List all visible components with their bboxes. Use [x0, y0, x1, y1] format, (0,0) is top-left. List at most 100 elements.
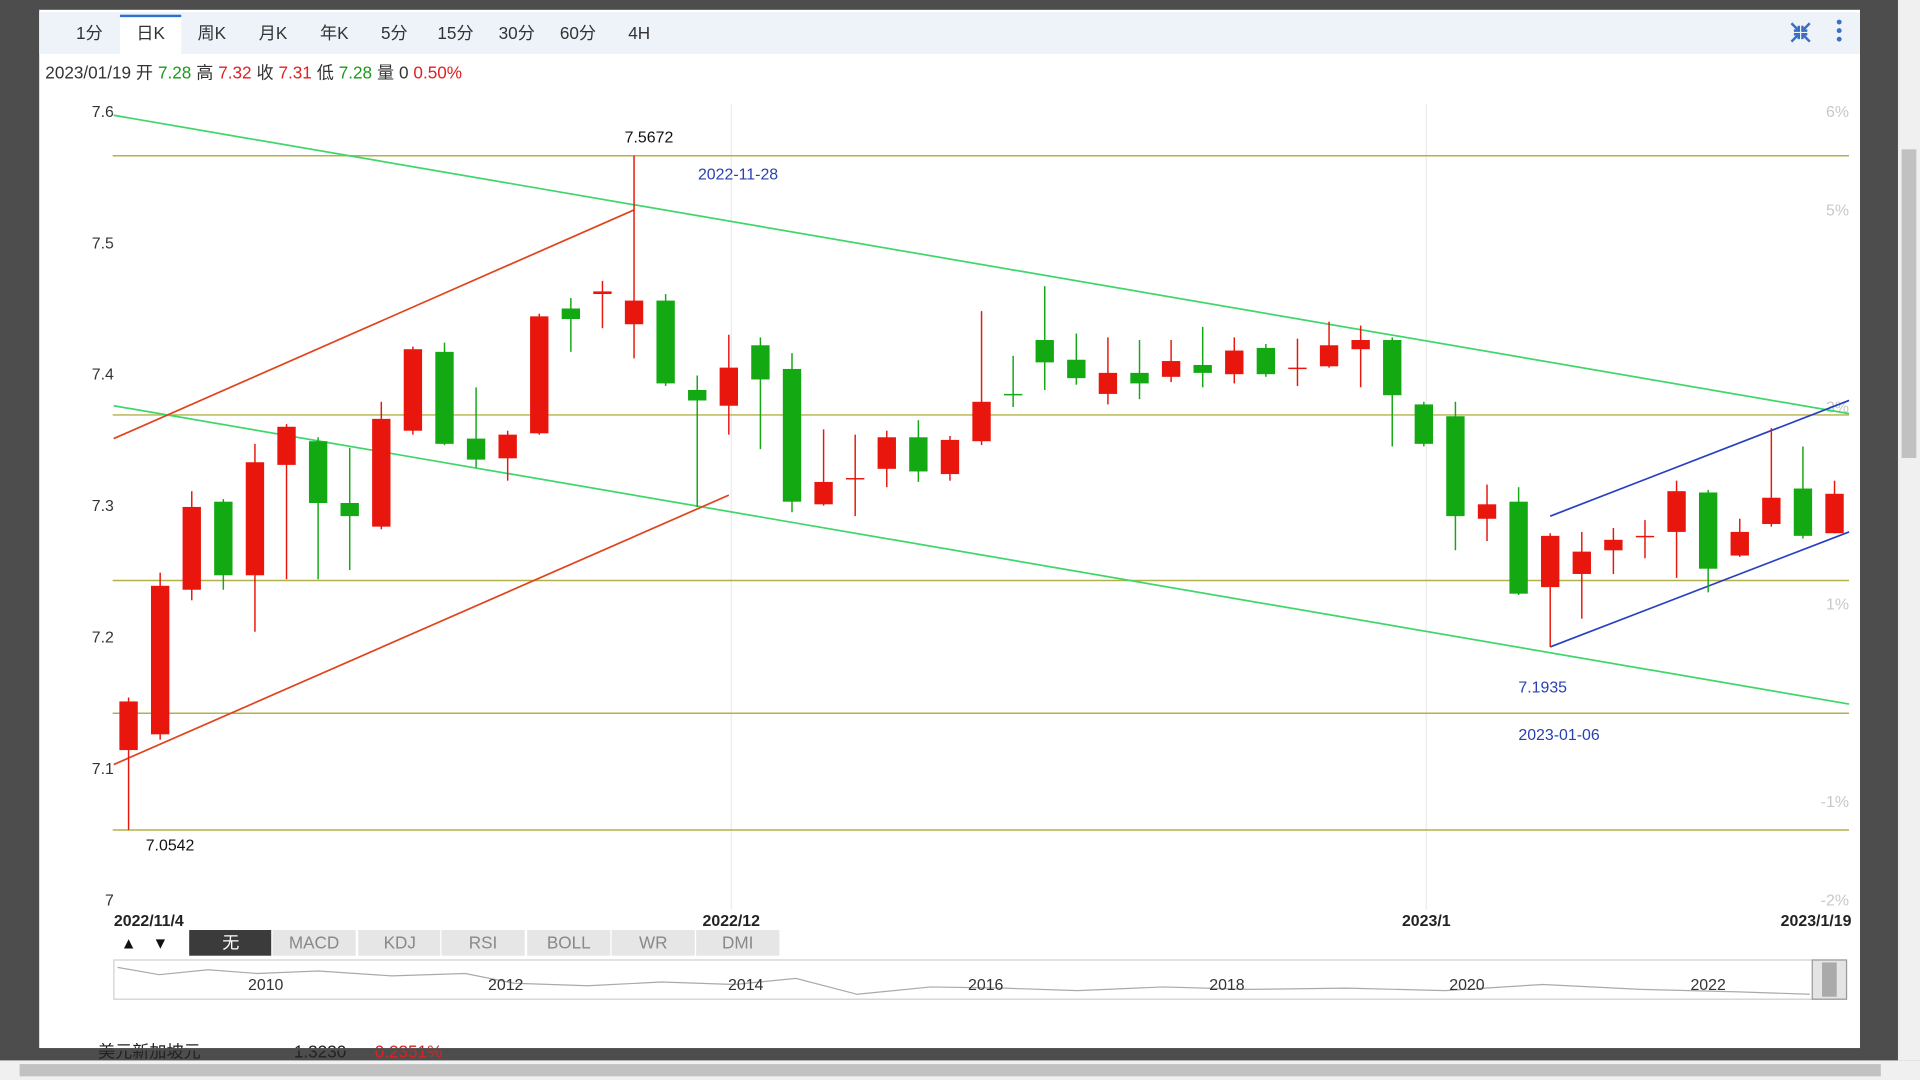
annotation: 7.5672 — [625, 130, 674, 147]
candle-body — [1477, 504, 1497, 519]
period-tab[interactable]: 60分 — [560, 23, 596, 43]
indicator-tab-bg[interactable] — [187, 928, 274, 957]
menu-dot[interactable] — [1836, 36, 1842, 42]
indicator-tab-bg[interactable] — [440, 928, 526, 957]
y2-tick-label: 6% — [1826, 104, 1849, 121]
info-item: 7.32 — [218, 62, 251, 82]
navigator-year: 2014 — [728, 977, 764, 994]
footer-change: 0.2351% — [375, 1042, 443, 1062]
candle-body — [877, 437, 896, 469]
candle-body — [1414, 404, 1434, 444]
arrow-button[interactable]: ▼ — [153, 935, 169, 952]
candle-body — [1130, 372, 1149, 384]
info-item: 高 — [196, 62, 213, 82]
info-item: 量 — [377, 62, 394, 82]
candle-body — [245, 462, 265, 576]
v-scroll-thumb[interactable] — [1901, 149, 1917, 458]
trend-line — [113, 209, 635, 440]
menu-dot[interactable] — [1836, 28, 1842, 34]
collapse-icon[interactable] — [1790, 22, 1811, 43]
navigator-line — [117, 966, 1810, 995]
candle-body — [1446, 416, 1465, 517]
navigator-year: 2010 — [248, 977, 284, 994]
candle-body — [972, 401, 991, 442]
indicator-tab[interactable]: DMI — [722, 933, 753, 953]
candle-body — [1572, 551, 1591, 574]
period-tab[interactable]: 4H — [628, 23, 650, 43]
h-scroll-thumb[interactable] — [19, 1064, 1881, 1077]
indicator-tab[interactable]: WR — [639, 933, 668, 953]
candle-body — [1035, 340, 1054, 363]
candle-body — [624, 300, 644, 325]
y2-tick-label: 5% — [1826, 202, 1849, 219]
candle-body — [1793, 488, 1813, 536]
navigator[interactable] — [113, 959, 1848, 1000]
y-tick-label: 7.1 — [92, 761, 114, 778]
navigator-grip[interactable] — [1822, 962, 1837, 997]
candle-body — [119, 701, 138, 751]
candle-body — [1319, 345, 1339, 367]
info-item: 2023/01/19 — [45, 62, 131, 82]
menu-dot[interactable] — [1836, 19, 1842, 25]
indicator-tab-bg[interactable] — [271, 928, 357, 957]
candle-body — [1225, 350, 1244, 375]
info-item: 低 — [317, 62, 334, 82]
info-item: 7.28 — [339, 62, 372, 82]
candle-body — [719, 367, 738, 406]
indicator-tab[interactable]: KDJ — [384, 933, 416, 953]
period-tab[interactable]: 5分 — [381, 23, 408, 43]
y-tick-label: 7 — [105, 892, 114, 909]
period-tab[interactable]: 日K — [136, 23, 165, 43]
period-tab[interactable]: 月K — [259, 23, 288, 43]
candle-body — [435, 351, 454, 444]
indicator-tab-bg[interactable] — [694, 928, 781, 957]
active-tab — [120, 15, 182, 54]
footer-price: 1.3230 — [294, 1042, 346, 1062]
period-tab[interactable]: 15分 — [437, 23, 473, 43]
panel-bottom-edge — [39, 1048, 1860, 1051]
candle-body — [466, 438, 486, 460]
indicator-tab[interactable]: MACD — [289, 933, 339, 953]
indicator-tab-bg[interactable] — [525, 928, 612, 957]
period-tab[interactable]: 1分 — [76, 23, 103, 43]
info-item: 开 — [136, 62, 153, 82]
toolbar-icons — [1790, 19, 1842, 43]
candle-body — [498, 434, 517, 459]
x-tick-label: 2022/11/4 — [114, 913, 184, 930]
indicator-tab[interactable]: RSI — [469, 933, 498, 953]
x-tick-label: 2022/12 — [703, 913, 761, 930]
period-tab[interactable]: 周K — [198, 23, 227, 43]
y2-tick-label: -1% — [1821, 794, 1849, 811]
candle-body — [530, 316, 549, 434]
navigator-year: 2022 — [1690, 977, 1726, 994]
candle-body — [1667, 491, 1686, 532]
indicator-tab[interactable]: 无 — [222, 933, 239, 953]
annotation: 7.0542 — [146, 837, 195, 854]
candle-body — [846, 478, 865, 480]
indicator-tab-bg[interactable] — [610, 928, 697, 957]
info-line: 2023/01/19 开 7.28 高 7.32 收 7.31 低 7.28 量 0 0.50% — [45, 62, 462, 82]
trend-line — [1549, 399, 1850, 517]
indicator-tab-bg[interactable] — [356, 928, 443, 957]
candle-body — [340, 502, 359, 517]
candle-body — [1256, 347, 1276, 375]
info-item: 7.28 — [158, 62, 191, 82]
candle-body — [1604, 539, 1623, 551]
candle-body — [1067, 359, 1086, 379]
footer-name: 美元新加坡元 — [98, 1042, 201, 1062]
trend-line — [113, 114, 1850, 415]
y-tick-label: 7.6 — [92, 104, 114, 121]
period-tab[interactable]: 30分 — [499, 23, 535, 43]
candle-body — [1098, 372, 1118, 394]
candle-body — [656, 300, 675, 384]
annotation: 7.1935 — [1518, 679, 1567, 696]
indicator-tab[interactable]: BOLL — [547, 933, 591, 953]
period-tab[interactable]: 年K — [320, 23, 349, 43]
candle-body — [1383, 340, 1402, 396]
candle-body — [909, 437, 928, 472]
arrow-button[interactable]: ▲ — [121, 935, 137, 952]
candle-body — [150, 585, 170, 735]
candle-body — [561, 308, 581, 319]
candle-body — [1003, 393, 1023, 396]
